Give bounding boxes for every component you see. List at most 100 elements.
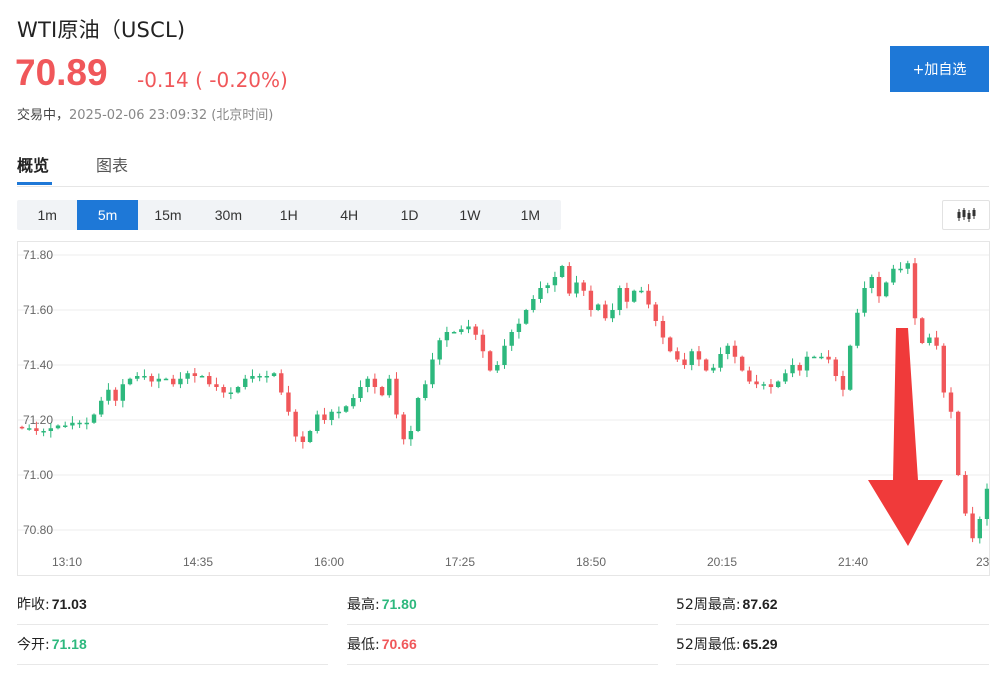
candle-body [480, 334, 486, 352]
period-1d-button[interactable]: 1D [400, 207, 419, 223]
period-1mo-button[interactable]: 1M [520, 207, 541, 223]
candle-body [977, 519, 982, 539]
candle-body [775, 381, 781, 387]
candle-body [876, 277, 882, 297]
candle-body [538, 288, 543, 299]
candle-body [286, 392, 291, 412]
candle-body [430, 359, 435, 385]
tab-overview[interactable]: 概览 [17, 156, 50, 175]
candle-body [473, 326, 478, 335]
candle-body [905, 263, 910, 269]
candle-body [19, 426, 25, 429]
candle-body [495, 365, 500, 371]
candle-body [696, 351, 702, 360]
candle-body [336, 411, 342, 414]
candle-body [358, 387, 363, 398]
period-15m-button[interactable]: 15m [154, 207, 182, 223]
candle-body [437, 340, 442, 360]
candle-body [646, 290, 651, 305]
week52-high-cell: 52周最高: 87.62 [676, 588, 989, 625]
candle-body [919, 318, 925, 343]
chart-type-button[interactable] [942, 200, 990, 230]
candle-body [941, 345, 946, 393]
prev-close-value: 71.03 [51, 596, 87, 612]
low-label: 最低: [347, 637, 380, 653]
candle-body [192, 373, 198, 376]
candle-body [819, 356, 824, 359]
candle-body [675, 351, 680, 360]
candle-body [883, 282, 889, 297]
x-tick-label: 17:25 [445, 555, 475, 569]
candle-body [509, 332, 514, 346]
candle-body [754, 381, 759, 385]
period-4h-button[interactable]: 4H [340, 207, 359, 223]
period-5m-button[interactable]: 5m [77, 200, 138, 230]
period-1h-button[interactable]: 1H [279, 207, 298, 223]
y-tick-label: 71.00 [23, 468, 53, 482]
candle-body [711, 367, 716, 371]
candlestick-chart: 71.80 71.60 71.40 71.20 71.00 70.80 13:10 14:35… [18, 248, 989, 569]
candle-body [329, 411, 334, 420]
candle-body [228, 392, 234, 394]
y-tick-label: 70.80 [23, 523, 53, 537]
open-value: 71.18 [51, 636, 87, 652]
candle-body [293, 411, 298, 437]
candle-body [855, 312, 860, 346]
candle-body [300, 436, 306, 442]
candle-body [394, 378, 399, 415]
candle-body [271, 373, 277, 376]
candle-body [466, 326, 471, 330]
candle-body [423, 384, 428, 398]
tab-bar: 概览 图表 [17, 150, 989, 187]
candle-body [156, 378, 162, 382]
candle-body [552, 277, 558, 286]
candle-body [559, 266, 565, 277]
period-1w-button[interactable]: 1W [459, 207, 481, 223]
period-1m-button[interactable]: 1m [37, 207, 57, 223]
candle-body [379, 387, 385, 396]
candle-body [963, 475, 968, 514]
candle-body [610, 310, 615, 319]
candle-body [387, 378, 392, 396]
candle-body [185, 373, 190, 379]
candle-body [48, 428, 54, 431]
candle-body [840, 376, 846, 390]
add-watchlist-button[interactable]: +加自选 [890, 46, 989, 92]
candle-body [120, 384, 126, 401]
candle-body [603, 304, 608, 319]
candle-body [459, 329, 464, 332]
candle-body [502, 345, 507, 365]
candle-body [257, 376, 262, 378]
period-30m-button[interactable]: 30m [214, 207, 242, 223]
prev-close-cell: 昨收: 71.03 [17, 588, 328, 625]
tab-chart[interactable]: 图表 [96, 156, 129, 175]
candle-body [768, 384, 774, 387]
candle-body [653, 304, 658, 321]
x-tick-label: 20:15 [707, 555, 737, 569]
candle-body [99, 400, 104, 415]
candle-body [171, 378, 176, 385]
candle-body [588, 290, 594, 310]
low-value: 70.66 [381, 636, 417, 652]
candle-body [250, 376, 255, 379]
candle-body [912, 263, 918, 319]
candle-body [639, 290, 644, 293]
candle-body [84, 422, 90, 425]
y-tick-label: 71.40 [23, 358, 53, 372]
price-chart[interactable]: 71.80 71.60 71.40 71.20 71.00 70.80 13:10 14:35… [17, 241, 990, 576]
candle-body [264, 376, 270, 378]
active-tab-indicator [17, 182, 52, 185]
high-label: 最高: [347, 597, 380, 613]
candle-body [55, 425, 61, 429]
candle-body [718, 354, 723, 368]
candle-body [631, 290, 637, 302]
high-cell: 最高: 71.80 [347, 588, 658, 625]
x-tick-label: 21:40 [838, 555, 868, 569]
candle-body [732, 345, 738, 357]
candle-body [927, 337, 932, 343]
week52-low-value: 65.29 [742, 636, 778, 652]
candle-body [307, 431, 313, 442]
candle-body [27, 428, 32, 430]
candle-body [77, 422, 82, 425]
candle-body [279, 373, 284, 393]
